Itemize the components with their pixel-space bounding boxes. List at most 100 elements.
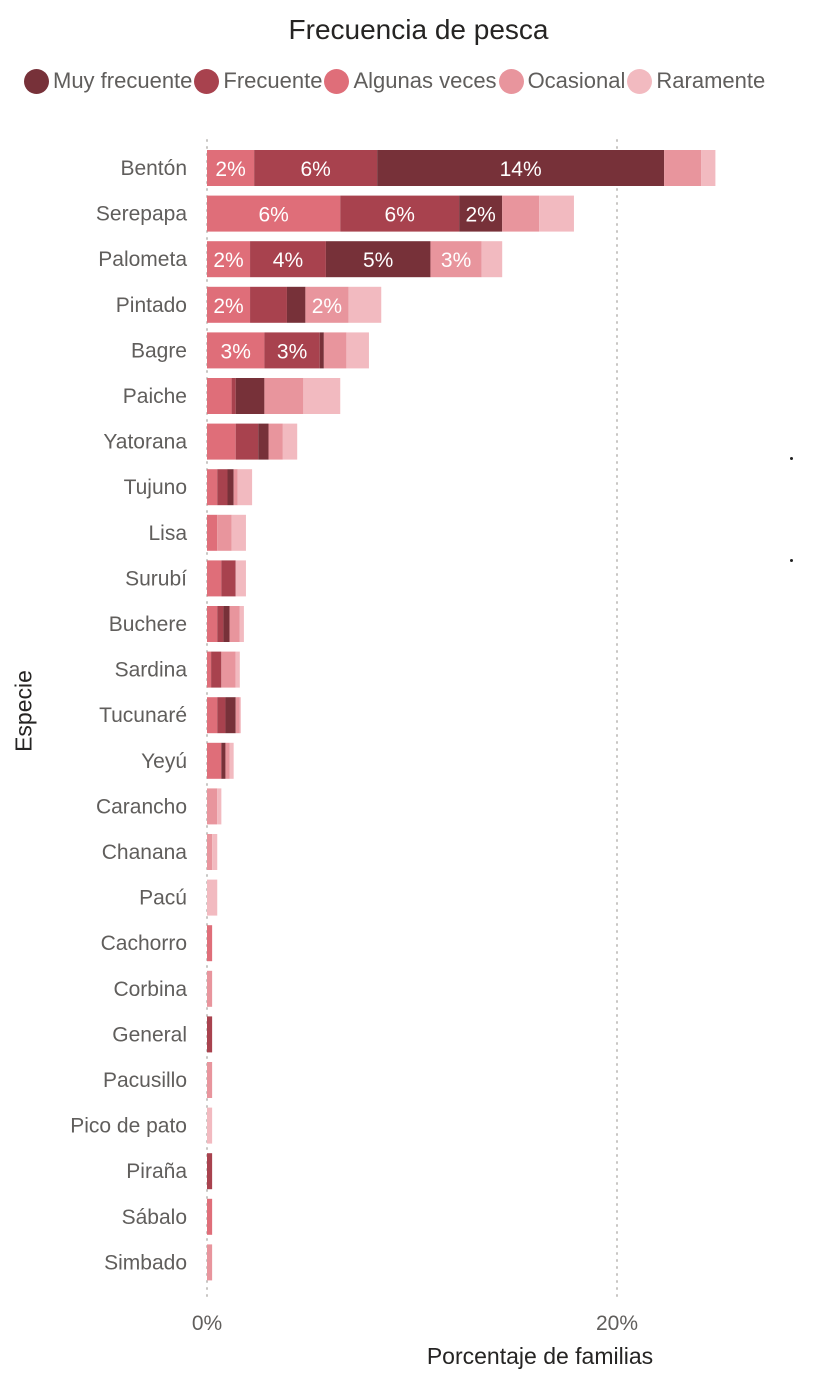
- data-label: 5%: [363, 249, 393, 272]
- bar-segment: [229, 606, 240, 642]
- y-tick-label: Bagre: [131, 339, 187, 362]
- bar-segment: [231, 514, 246, 551]
- legend-label: Muy frecuente: [53, 68, 193, 93]
- x-tick-label: 20%: [596, 1312, 638, 1335]
- bar-segment: [207, 834, 213, 870]
- bar-segment: [235, 697, 240, 734]
- y-tick-label: Sardina: [115, 659, 188, 682]
- bar-segment: [340, 195, 460, 232]
- bar-segment: [207, 879, 218, 916]
- y-tick-label: Surubí: [125, 567, 187, 590]
- bar-segment: [207, 195, 341, 232]
- legend-item: Algunas veces: [324, 68, 497, 94]
- bar-segment: [250, 241, 326, 278]
- legend-label: Raramente: [656, 68, 766, 93]
- bar-segment: [212, 834, 218, 870]
- y-tick-label: Tujuno: [124, 476, 187, 499]
- bar-segment: [430, 241, 482, 278]
- y-tick-label: Chanana: [102, 841, 188, 864]
- y-tick-label: Piraña: [126, 1160, 187, 1183]
- x-tick-label: 0%: [192, 1312, 222, 1335]
- bar-segment: [264, 378, 304, 414]
- data-label: 2%: [465, 204, 495, 227]
- y-tick-label: Cachorro: [101, 932, 187, 955]
- y-tick-label: Sábalo: [122, 1206, 187, 1229]
- legend-swatch: [194, 68, 220, 94]
- data-label: 2%: [213, 295, 243, 318]
- bar-segment: [207, 1244, 213, 1281]
- bar-segment: [207, 697, 218, 734]
- legend-swatch: [324, 68, 350, 94]
- y-tick-label: Pacusillo: [103, 1069, 187, 1092]
- bar-segment: [221, 742, 226, 779]
- bar-segment: [207, 1062, 213, 1098]
- y-tick-label: Pico de pato: [70, 1115, 187, 1138]
- bar-segment: [459, 195, 503, 232]
- bar-segment: [229, 742, 234, 779]
- data-label: 14%: [500, 158, 542, 181]
- bar-segment: [207, 241, 251, 278]
- bar-segment: [207, 651, 212, 688]
- bar-segment: [325, 241, 431, 278]
- y-tick-label: General: [112, 1023, 187, 1046]
- bar-segment: [207, 378, 232, 414]
- bar-segment: [207, 1153, 213, 1190]
- legend-swatch: [498, 68, 524, 94]
- bar-segment: [225, 697, 236, 734]
- bar-segment: [250, 286, 287, 323]
- y-tick-label: Bentón: [120, 157, 187, 180]
- bar-segment: [207, 423, 236, 460]
- y-tick-label: Yatorana: [103, 431, 187, 454]
- bar-segment: [217, 697, 226, 734]
- bar-segment: [207, 150, 255, 186]
- bar-segment: [207, 925, 213, 962]
- bar-segment: [207, 1198, 213, 1235]
- bar-segment: [282, 423, 298, 460]
- bar-segment: [207, 970, 213, 1007]
- legend-item: Ocasional: [498, 68, 626, 94]
- y-tick-label: Palometa: [98, 248, 187, 271]
- legend-item: Frecuente: [194, 68, 322, 94]
- bar-segment: [227, 469, 234, 506]
- bar-segment: [539, 195, 574, 232]
- bar-segment: [207, 1107, 213, 1144]
- data-label: 6%: [300, 158, 330, 181]
- bar-segment: [207, 286, 251, 323]
- y-tick-label: Buchere: [109, 613, 187, 636]
- bar-segment: [237, 469, 253, 506]
- data-label: 2%: [312, 295, 342, 318]
- y-tick-label: Yeyú: [141, 750, 187, 773]
- data-label: 6%: [385, 204, 415, 227]
- data-label: 3%: [441, 249, 471, 272]
- stray-dot-mark: [790, 559, 793, 562]
- bar-segment: [207, 514, 218, 551]
- bar-segment: [207, 1016, 213, 1053]
- legend-item: Raramente: [627, 68, 765, 94]
- y-tick-label: Simbado: [104, 1251, 187, 1274]
- data-label: 3%: [277, 340, 307, 363]
- y-tick-label: Paiche: [123, 385, 187, 408]
- bar-segment: [235, 560, 246, 597]
- bar-segment: [502, 195, 540, 232]
- data-label: 2%: [213, 249, 243, 272]
- bar-segment: [239, 606, 244, 642]
- bar-segment: [233, 469, 238, 506]
- y-tick-label: Carancho: [96, 795, 187, 818]
- data-label: 3%: [221, 340, 251, 363]
- bar-segment: [303, 378, 341, 414]
- y-tick-label: Pacú: [139, 887, 187, 910]
- x-axis-label: Porcentaje de familias: [426, 1343, 654, 1369]
- legend-swatch: [627, 68, 653, 94]
- data-label: 6%: [258, 204, 288, 227]
- bar-segment: [207, 742, 222, 779]
- legend-label: Ocasional: [527, 68, 626, 93]
- legend-label: Frecuente: [223, 68, 323, 93]
- y-tick-label: Lisa: [148, 522, 187, 545]
- legend-swatch: [24, 68, 49, 94]
- bar-segment: [235, 651, 240, 688]
- bar-segment: [286, 286, 306, 323]
- bar-segment: [221, 560, 236, 597]
- bar-segment: [323, 332, 347, 369]
- legend-label: Algunas veces: [353, 68, 497, 93]
